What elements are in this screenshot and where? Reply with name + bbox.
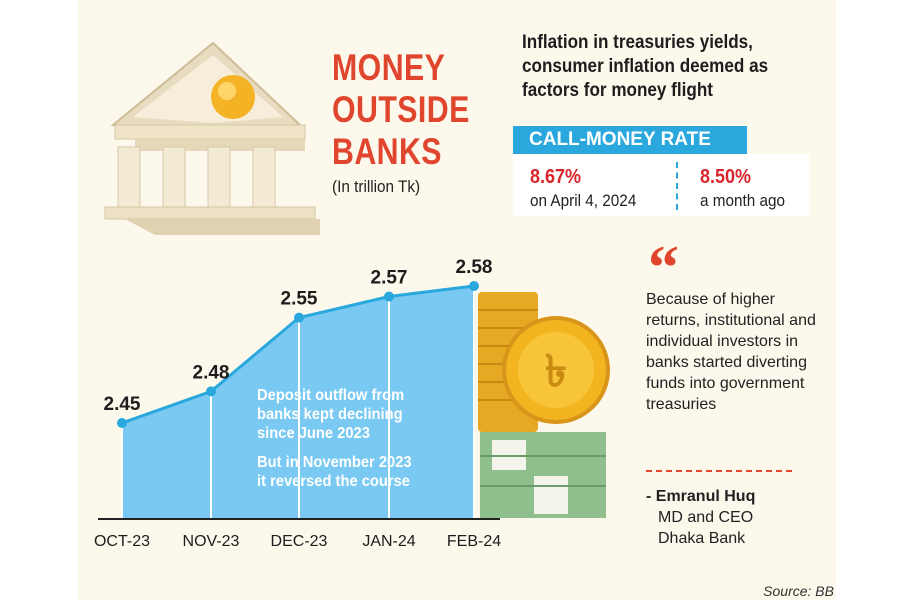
svg-text:৳: ৳ xyxy=(545,346,567,397)
data-point xyxy=(384,291,394,302)
x-tick-label: JAN-24 xyxy=(362,533,415,550)
data-point xyxy=(469,281,479,291)
author-role: MD and CEO xyxy=(658,509,754,526)
bank-building-icon xyxy=(104,41,320,235)
data-point xyxy=(294,312,304,323)
annotation-line: But in November 2023 xyxy=(257,454,412,471)
rate-divider xyxy=(676,162,678,210)
coins-cash-icon: ৳ xyxy=(478,292,610,518)
data-label: 2.48 xyxy=(193,362,230,383)
annotation-line: since June 2023 xyxy=(257,425,370,442)
quote-text: Because of higher returns, institutional… xyxy=(646,291,816,413)
data-label: 2.58 xyxy=(456,257,493,278)
author-org: Dhaka Bank xyxy=(658,530,746,547)
call-money-box xyxy=(513,154,809,216)
chart-annotation: Deposit outflow from banks kept declining… xyxy=(257,386,412,501)
x-tick-label: DEC-23 xyxy=(271,533,328,550)
source-credit: Source: BB xyxy=(763,583,834,599)
data-label: 2.57 xyxy=(371,268,408,289)
quote-mark: “ xyxy=(648,234,679,302)
quote-author: - Emranul Huq MD and CEO Dhaka Bank xyxy=(646,486,755,549)
x-tick-label: FEB-24 xyxy=(447,533,501,550)
title-line-2: OUTSIDE xyxy=(332,89,470,130)
unit-label: (In trillion Tk) xyxy=(332,177,421,196)
quote-divider xyxy=(646,470,792,472)
previous-rate-label: a month ago xyxy=(700,191,786,210)
annotation-line: banks kept declining xyxy=(257,406,403,423)
data-label: 2.55 xyxy=(281,289,318,310)
annotation-line: Deposit outflow from xyxy=(257,387,405,404)
data-point xyxy=(117,418,127,428)
author-name: - Emranul Huq xyxy=(646,488,756,505)
title-line-1: MONEY xyxy=(332,47,446,88)
current-rate-label: on April 4, 2024 xyxy=(530,191,637,210)
data-label: 2.45 xyxy=(104,394,141,415)
title-line-3: BANKS xyxy=(332,131,442,172)
previous-rate: 8.50% xyxy=(700,166,752,188)
annotation-line: it reversed the course xyxy=(257,473,410,490)
x-tick-label: NOV-23 xyxy=(183,533,240,550)
headline: Inflation in treasuries yields, consumer… xyxy=(522,32,769,101)
current-rate: 8.67% xyxy=(530,166,582,188)
x-tick-label: OCT-23 xyxy=(94,533,150,550)
data-point xyxy=(206,386,216,397)
